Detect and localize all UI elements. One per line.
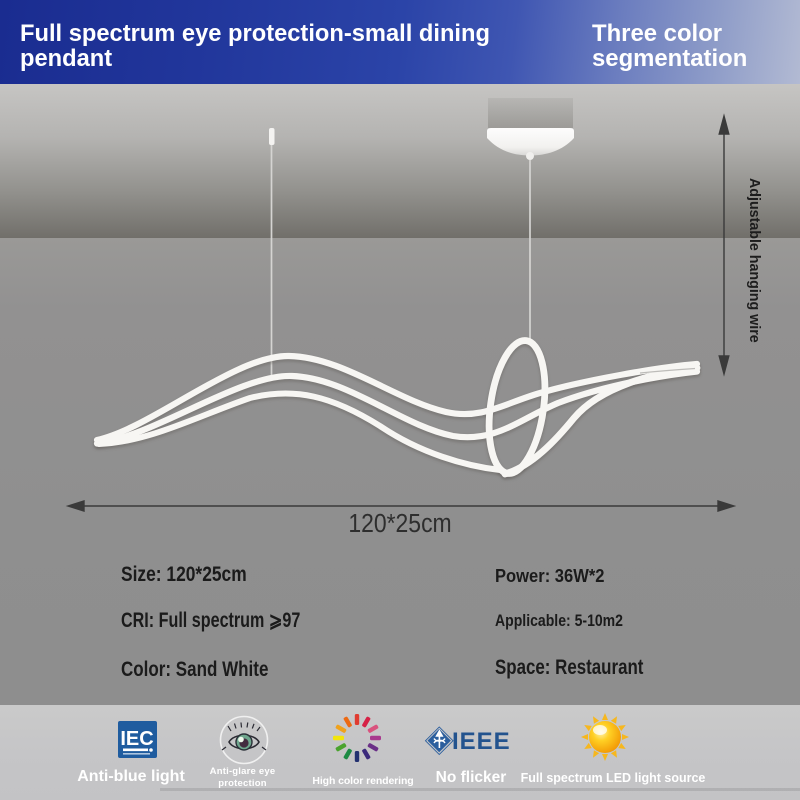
svg-text:IEEE: IEEE [452,728,511,755]
svg-text:IEC: IEC [120,728,153,750]
